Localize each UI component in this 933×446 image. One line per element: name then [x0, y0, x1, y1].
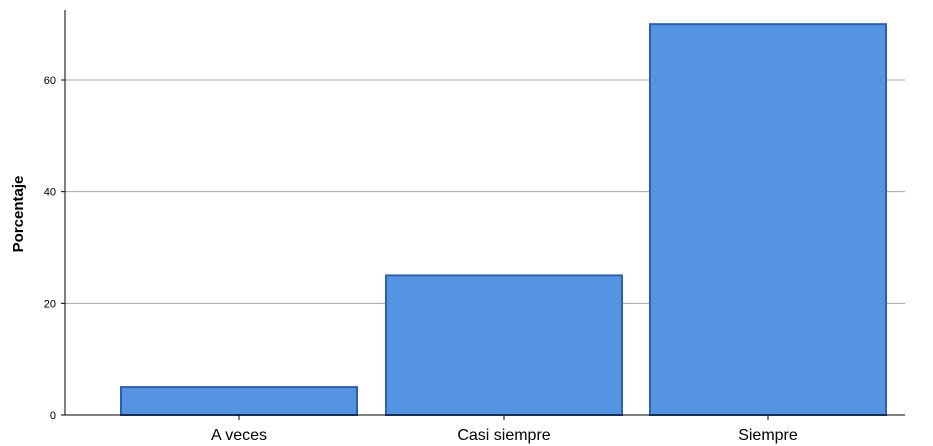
y-axis-title: Porcentaje [10, 176, 27, 253]
bars [120, 23, 887, 417]
x-category-label-1: Casi siempre [457, 427, 550, 444]
y-tick-label-40: 40 [44, 187, 56, 199]
bar-a-veces [120, 386, 358, 417]
bar-siempre [649, 23, 887, 417]
y-tick-label-0: 0 [50, 410, 56, 422]
x-category-label-2: Siempre [738, 427, 798, 444]
axes [61, 10, 905, 420]
bar-casi-siempre [385, 274, 623, 416]
labels: 0 20 40 60 A veces Casi siempre Siempre [44, 75, 798, 444]
y-tick-label-20: 20 [44, 298, 56, 310]
x-category-label-0: A veces [211, 427, 267, 444]
y-tick-label-60: 60 [44, 75, 56, 87]
